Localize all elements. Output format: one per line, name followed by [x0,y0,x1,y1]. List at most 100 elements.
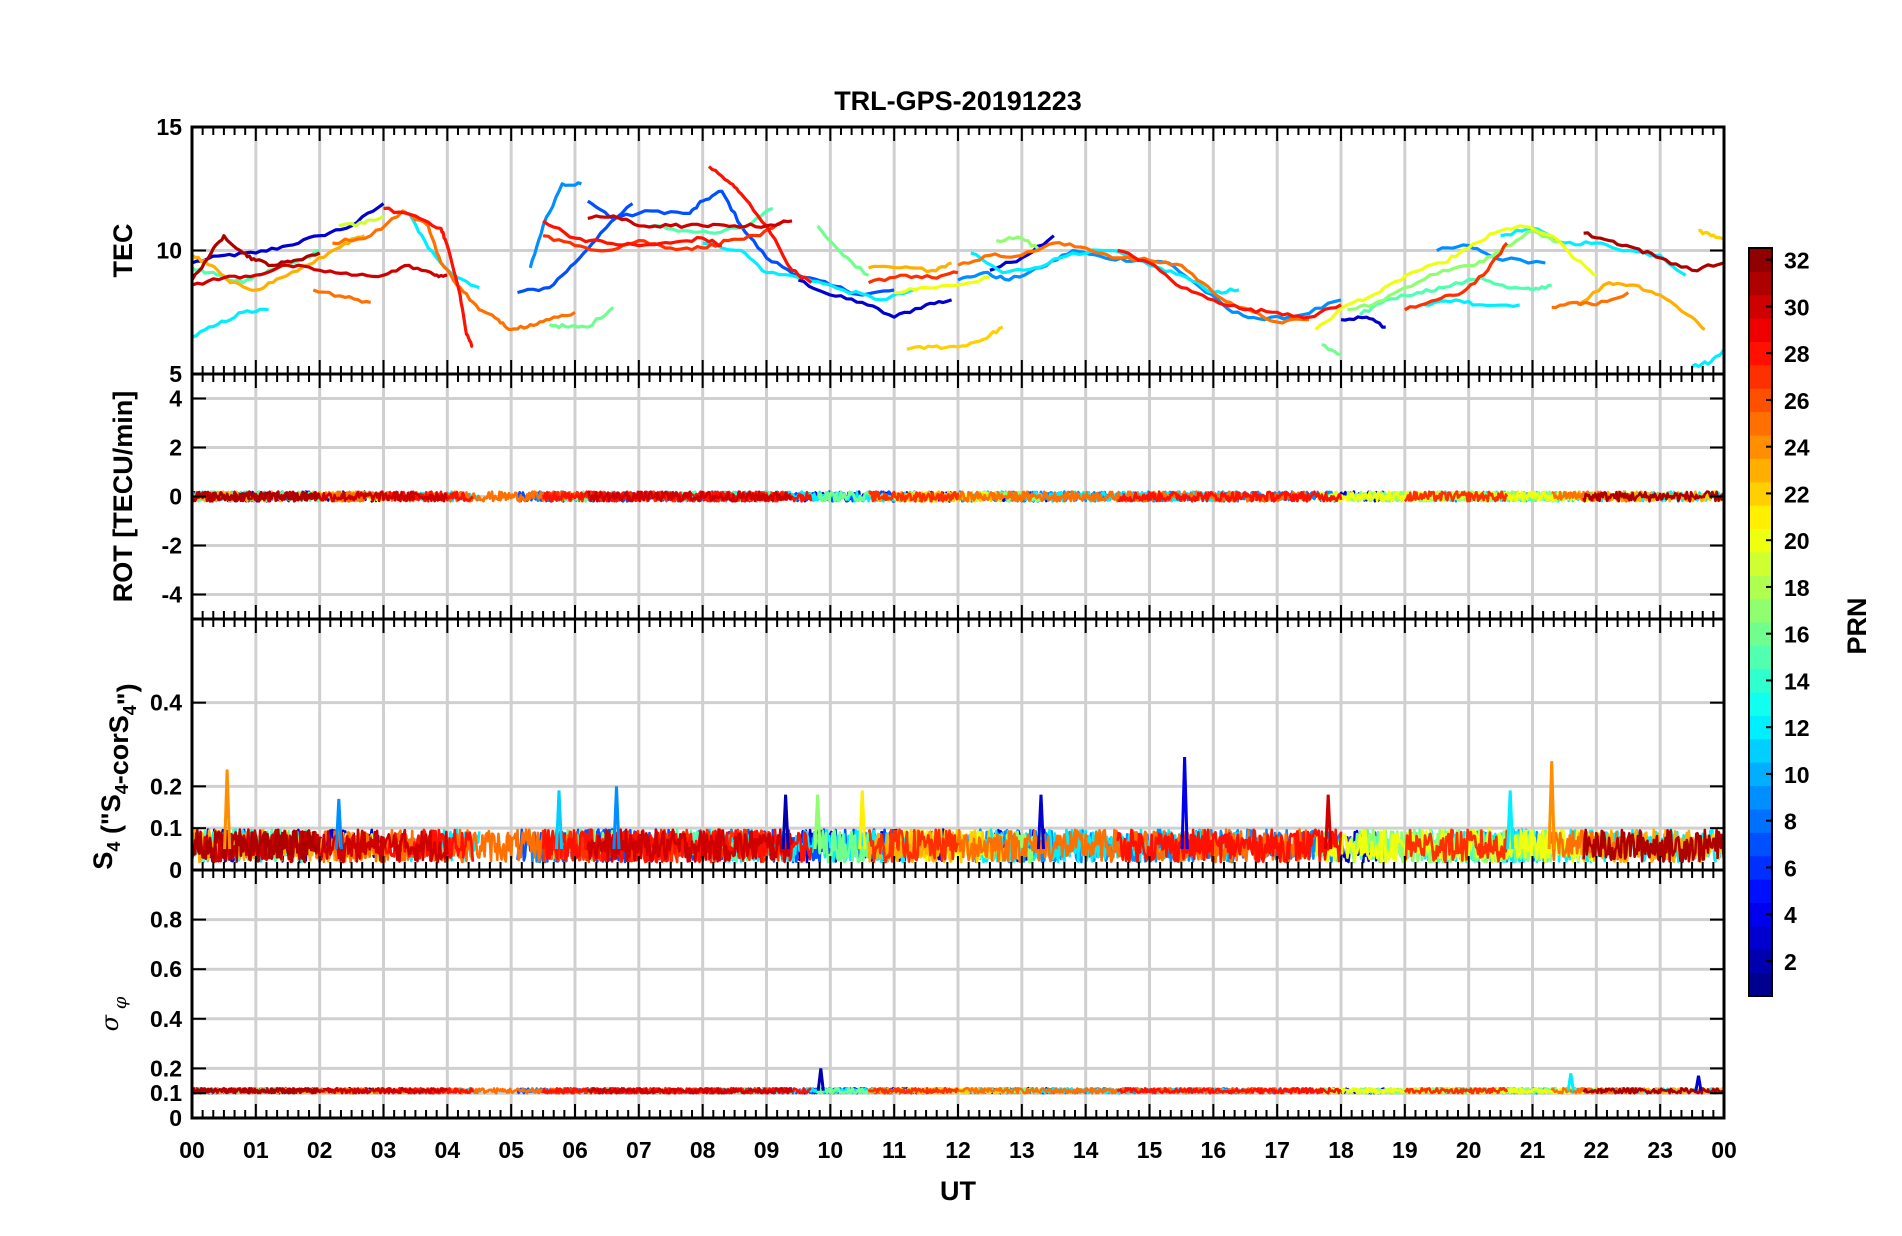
x-tick-label: 20 [1456,1137,1482,1163]
tec-series-prn-17 [995,235,1042,252]
tec-series-prn-28 [542,219,722,248]
colorbar-bin [1749,248,1772,272]
colorbar-bin [1749,318,1772,343]
y-axis-label-s4: S4 ("S4-corS4") [88,683,142,869]
s4-spike-prn-4 [1180,756,1189,850]
s4-series-prn-16 [816,829,870,864]
tec-series-prn-23 [868,261,953,274]
colorbar-bin [1749,458,1772,483]
tec-series-prn-31 [1583,231,1724,273]
x-axis-label: UT [940,1176,976,1206]
colorbar-bin [1749,785,1772,810]
colorbar-bin [1749,855,1772,880]
y-tick-label-rot: 2 [169,435,182,461]
y-tick-label-sigma_phi: 0.6 [150,956,182,982]
rot-series-prn-16 [817,490,870,503]
colorbar-tick-label: 24 [1784,435,1810,461]
y-tick-label-rot: -4 [162,582,183,608]
x-tick-label: 10 [818,1137,844,1163]
rot-series-prn-28 [1117,490,1343,503]
s4-spike-prn-2 [781,794,790,850]
colorbar-tick-label: 12 [1784,715,1810,741]
colorbar-bin [1749,622,1772,646]
panel-sigma_phi: 00.10.2 0.4 0.6 0.8 σ φ [96,868,1726,1131]
tec-series-prn-7 [517,202,634,295]
colorbar-tick-label: 32 [1784,248,1810,274]
tec-series-prn-3 [798,278,953,319]
colorbar-bin [1749,925,1772,950]
sigma_phi-series-prn-28 [382,1086,475,1095]
colorbar-bin [1749,481,1772,506]
tec-series-prn-20 [894,275,991,295]
colorbar-bin [1749,902,1772,927]
colorbar-bin [1749,762,1772,787]
s4-spike-prn-24 [223,769,232,850]
y-axis-label-rot: ROT [TECU/min] [108,391,138,602]
colorbar-bin [1749,832,1772,857]
colorbar-bin [1749,692,1772,717]
s4-series-prn-25 [331,828,577,864]
s4-spike-prn-11 [555,790,564,850]
tec-series-prn-16 [816,224,870,277]
x-tick-label: 06 [562,1137,588,1163]
x-tick-label: 13 [1009,1137,1035,1163]
tec-series-prn-31 [192,234,321,281]
s4-spike-prn-12 [1506,790,1515,850]
s4-spike-prn-30 [1324,794,1333,850]
s4-spike-prn-17 [813,794,822,850]
colorbar-tick-label: 6 [1784,855,1797,881]
y-tick-label-s4: 0 [169,857,182,883]
colorbar-bin [1749,388,1772,413]
series-group-sigma_phi [192,1068,1724,1095]
colorbar-bin [1749,738,1772,763]
tec-series-prn-9 [1436,243,1546,265]
colorbar-bin [1749,505,1772,530]
rot-series-prn-20 [1315,490,1598,503]
x-tick-label: 02 [307,1137,333,1163]
x-tick-label: 03 [371,1137,397,1163]
tec-series-prn-19 [338,214,385,228]
tec-series-prn-12 [970,248,1240,295]
tec-series-prn-3 [989,234,1055,272]
y-tick-label-sigma_phi: 0.8 [150,907,182,933]
colorbar-frame [1748,247,1773,997]
y-tick-label-sigma_phi: 0.1 [150,1080,182,1106]
y-axis-label-sigma-phi: σ φ [96,996,131,1031]
y-tick-label-rot: -2 [162,533,182,559]
series-group-rot [192,490,1724,503]
tec-series-prn-27 [542,219,787,253]
tec-series-prn-23 [192,234,366,292]
colorbar-tick-label: 10 [1784,762,1810,788]
panel-rot: -4 -2 0 2 4 ROT [TECU/min] [108,372,1726,621]
tec-series-prn-30 [192,263,448,287]
sigma_phi-series-prn-30 [586,1087,794,1095]
colorbar-tick-label: 28 [1784,341,1810,367]
s4-series-prn-28 [707,828,813,864]
x-tick-label: 23 [1647,1137,1673,1163]
y-tick-label-tec: 15 [156,114,182,140]
tec-series-prn-17 [1347,229,1566,312]
tec-series-prn-12 [192,307,269,339]
x-tick-label: 14 [1073,1137,1099,1163]
sigma_phi-series-prn-31 [1582,1087,1724,1095]
x-tick-label: 00 [1711,1137,1737,1163]
x-tick-label: 16 [1201,1137,1227,1163]
sigma_phi-spike-prn-2 [816,1068,825,1091]
colorbar-bin [1749,294,1772,319]
tec-series-prn-12 [1423,298,1521,308]
colorbar-bin [1749,271,1772,296]
colorbar-bin [1749,435,1772,459]
x-tick-label: 15 [1137,1137,1163,1163]
colorbar-tick-label: 2 [1784,949,1797,975]
colorbar-bin [1749,341,1772,366]
tec-series-prn-28 [383,206,474,349]
tec-series-prn-23 [1576,281,1706,331]
sigma_phi-series-prn-28 [1116,1087,1343,1095]
x-tick-label: 07 [626,1137,652,1163]
y-tick-label-sigma_phi: 0.2 [150,1055,182,1081]
colorbar-tick-label: 14 [1784,668,1810,694]
tec-series-prn-16 [1321,342,1341,356]
rot-series-prn-30 [192,490,448,503]
x-tick-label: 18 [1328,1137,1354,1163]
